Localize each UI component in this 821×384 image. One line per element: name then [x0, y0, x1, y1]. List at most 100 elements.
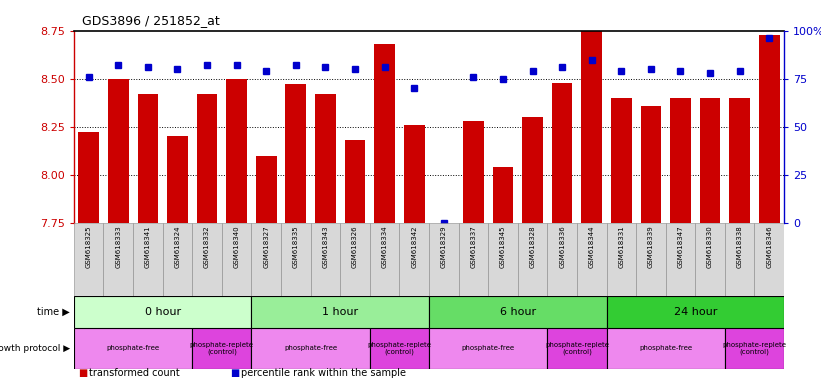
Text: GSM618332: GSM618332	[204, 226, 210, 268]
Text: GSM618324: GSM618324	[174, 226, 181, 268]
Bar	[74, 223, 103, 296]
Bar	[670, 98, 690, 223]
Bar	[548, 223, 577, 296]
Bar	[581, 12, 602, 223]
Bar	[666, 223, 695, 296]
Text: GSM618347: GSM618347	[677, 226, 684, 268]
Bar	[607, 296, 784, 328]
Bar	[163, 223, 192, 296]
Text: GSM618345: GSM618345	[500, 226, 506, 268]
Text: GSM618327: GSM618327	[264, 226, 269, 268]
Text: 0 hour: 0 hour	[144, 307, 181, 317]
Bar	[133, 223, 163, 296]
Text: ■: ■	[230, 368, 239, 378]
Text: GSM618344: GSM618344	[589, 226, 594, 268]
Bar	[192, 223, 222, 296]
Bar	[374, 44, 395, 223]
Bar	[167, 136, 188, 223]
Text: phosphate-free: phosphate-free	[461, 346, 515, 351]
Text: 24 hour: 24 hour	[673, 307, 717, 317]
Bar	[429, 328, 548, 369]
Bar	[463, 121, 484, 223]
Bar	[315, 94, 336, 223]
Text: phosphate-free: phosphate-free	[639, 346, 692, 351]
Text: 1 hour: 1 hour	[322, 307, 358, 317]
Text: phosphate-replete
(control): phosphate-replete (control)	[545, 342, 609, 355]
Bar	[640, 106, 661, 223]
Text: ■: ■	[78, 368, 87, 378]
Bar	[256, 156, 277, 223]
Bar	[369, 328, 429, 369]
Bar	[369, 223, 399, 296]
Text: time ▶: time ▶	[37, 307, 70, 317]
Bar	[222, 223, 251, 296]
Text: percentile rank within the sample: percentile rank within the sample	[241, 368, 406, 378]
Bar	[607, 328, 725, 369]
Bar	[548, 328, 607, 369]
Text: GDS3896 / 251852_at: GDS3896 / 251852_at	[82, 14, 220, 27]
Bar	[729, 98, 750, 223]
Text: GSM618329: GSM618329	[441, 226, 447, 268]
Text: growth protocol ▶: growth protocol ▶	[0, 344, 70, 353]
Text: GSM618335: GSM618335	[293, 226, 299, 268]
Bar	[552, 83, 572, 223]
Bar	[577, 223, 607, 296]
Text: GSM618333: GSM618333	[115, 226, 122, 268]
Text: GSM618343: GSM618343	[323, 226, 328, 268]
Bar	[251, 223, 281, 296]
Text: GSM618340: GSM618340	[234, 226, 240, 268]
Bar	[399, 223, 429, 296]
Text: GSM618334: GSM618334	[382, 226, 388, 268]
Text: phosphate-replete
(control): phosphate-replete (control)	[190, 342, 254, 355]
Text: GSM618331: GSM618331	[618, 226, 624, 268]
Bar	[281, 223, 310, 296]
Bar	[459, 223, 488, 296]
Bar	[74, 296, 251, 328]
Bar	[404, 125, 424, 223]
Bar	[611, 98, 631, 223]
Bar	[699, 98, 721, 223]
Text: GSM618330: GSM618330	[707, 226, 713, 268]
Bar	[251, 328, 369, 369]
Bar	[518, 223, 548, 296]
Bar	[522, 117, 543, 223]
Bar	[759, 35, 780, 223]
Text: GSM618346: GSM618346	[766, 226, 773, 268]
Text: GSM618342: GSM618342	[411, 226, 417, 268]
Bar	[251, 296, 429, 328]
Text: phosphate-free: phosphate-free	[107, 346, 159, 351]
Bar	[103, 223, 133, 296]
Text: GSM618328: GSM618328	[530, 226, 535, 268]
Bar	[429, 296, 607, 328]
Text: phosphate-free: phosphate-free	[284, 346, 337, 351]
Bar	[197, 94, 218, 223]
Bar	[493, 167, 513, 223]
Bar	[310, 223, 340, 296]
Text: GSM618338: GSM618338	[736, 226, 743, 268]
Text: GSM618341: GSM618341	[144, 226, 151, 268]
Bar	[227, 79, 247, 223]
Text: GSM618337: GSM618337	[470, 226, 476, 268]
Bar	[607, 223, 636, 296]
Text: GSM618326: GSM618326	[352, 226, 358, 268]
Bar	[725, 223, 754, 296]
Bar	[636, 223, 666, 296]
Text: phosphate-replete
(control): phosphate-replete (control)	[367, 342, 431, 355]
Bar	[108, 79, 129, 223]
Text: GSM618325: GSM618325	[85, 226, 92, 268]
Bar	[433, 223, 454, 225]
Bar	[345, 140, 365, 223]
Bar	[137, 94, 158, 223]
Text: 6 hour: 6 hour	[500, 307, 536, 317]
Bar	[192, 328, 251, 369]
Text: GSM618339: GSM618339	[648, 226, 654, 268]
Bar	[754, 223, 784, 296]
Bar	[429, 223, 459, 296]
Bar	[286, 84, 306, 223]
Bar	[488, 223, 518, 296]
Bar	[78, 132, 99, 223]
Bar	[340, 223, 369, 296]
Text: phosphate-replete
(control): phosphate-replete (control)	[722, 342, 787, 355]
Bar	[695, 223, 725, 296]
Bar	[74, 328, 192, 369]
